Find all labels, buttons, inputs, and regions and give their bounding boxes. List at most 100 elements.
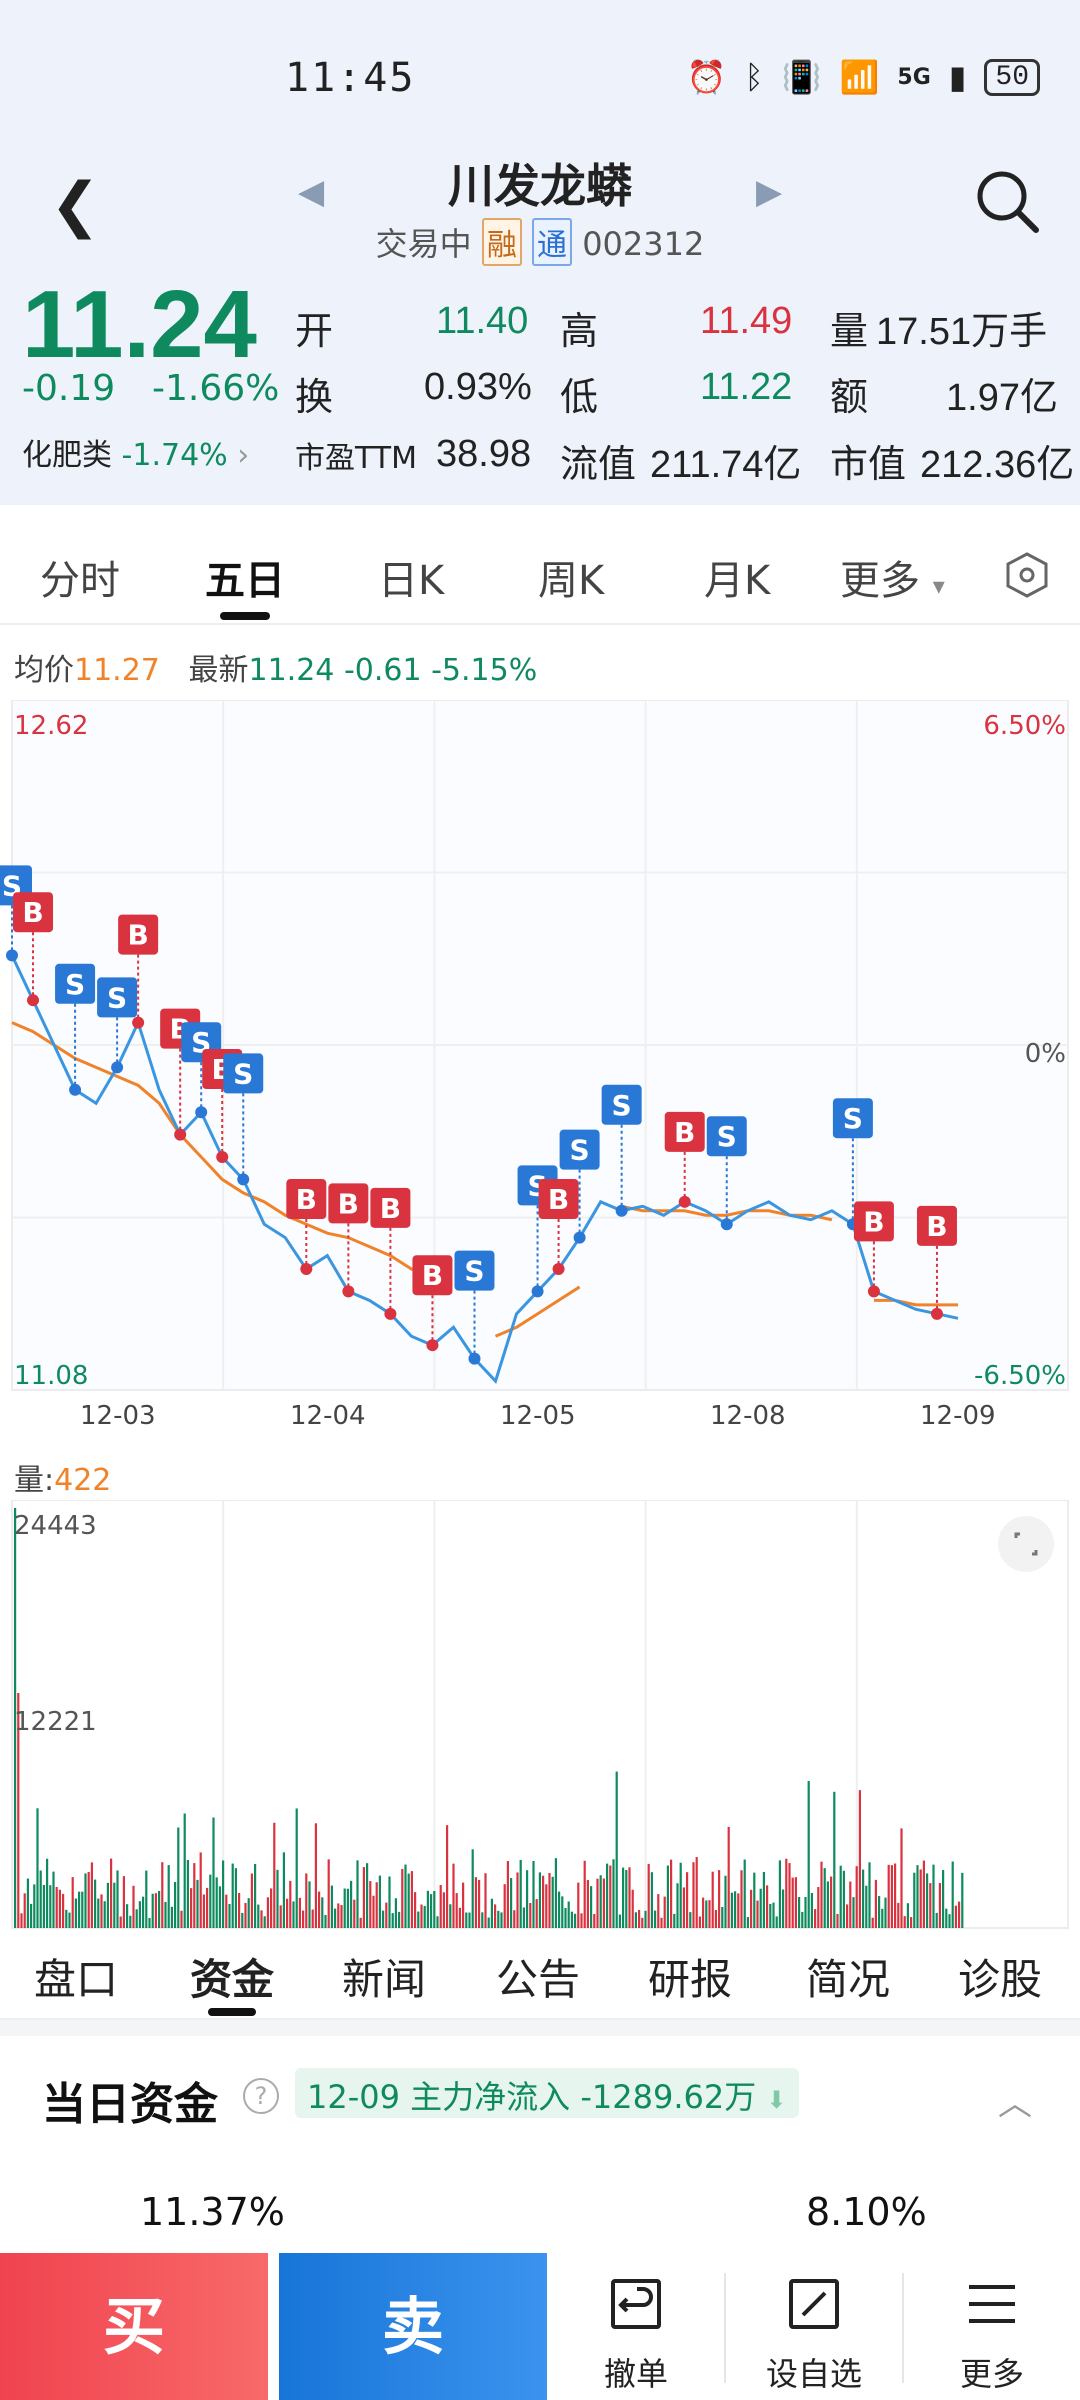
tab-announcements[interactable]: 公告 xyxy=(496,1955,581,2004)
volume-bar xyxy=(52,1871,55,1928)
volume-bar xyxy=(257,1904,260,1928)
volume-bar xyxy=(71,1877,74,1928)
sell-marker[interactable]: S xyxy=(559,1129,600,1244)
buy-marker[interactable]: B xyxy=(916,1205,957,1320)
volume-bar xyxy=(529,1903,532,1928)
volume-bar xyxy=(449,1904,452,1928)
marker-dot xyxy=(237,1173,250,1186)
volume-bar xyxy=(874,1879,877,1928)
volume-bar xyxy=(263,1916,266,1928)
chevron-down-icon: ▾ xyxy=(932,572,945,600)
volume-bar xyxy=(730,1892,733,1928)
marker-box xyxy=(853,1201,894,1242)
tab-more[interactable]: 更多 ▾ xyxy=(840,548,945,606)
low-value: 11.22 xyxy=(700,366,793,408)
more-button[interactable]: 更多 xyxy=(904,2253,1080,2400)
expand-icon[interactable] xyxy=(998,1516,1054,1572)
sell-marker[interactable]: S xyxy=(832,1098,873,1231)
volume-bar xyxy=(414,1892,417,1928)
cancel-order-button[interactable]: 撤单 xyxy=(548,2253,724,2400)
y-max-label: 12.62 xyxy=(14,711,88,741)
volume-bar xyxy=(900,1828,903,1928)
buy-marker[interactable]: B xyxy=(13,892,54,1007)
marker-label: B xyxy=(926,1210,947,1243)
help-icon[interactable]: ? xyxy=(243,2078,279,2114)
buy-marker[interactable]: B xyxy=(412,1255,453,1352)
buy-marker[interactable]: B xyxy=(118,914,159,1029)
volume-bar xyxy=(855,1866,858,1928)
sell-marker[interactable]: S xyxy=(97,977,138,1074)
volume-bar xyxy=(170,1906,173,1928)
tab-news[interactable]: 新闻 xyxy=(342,1955,427,2004)
sell-button[interactable]: 卖 xyxy=(279,2253,547,2400)
price-series xyxy=(10,954,959,1384)
more-label: 更多 xyxy=(959,2355,1024,2393)
tab-weekly-k[interactable]: 周K xyxy=(538,558,605,604)
volume-bar xyxy=(500,1912,503,1928)
volume-bar xyxy=(407,1873,410,1928)
buy-marker[interactable]: B xyxy=(286,1179,327,1276)
volume-bar xyxy=(890,1865,893,1928)
volume-bar xyxy=(510,1878,513,1928)
tab-research[interactable]: 研报 xyxy=(648,1955,733,2004)
next-stock-icon[interactable]: ▶ xyxy=(756,172,783,212)
turnover-label: 换 xyxy=(295,375,334,419)
tab-diagnosis[interactable]: 诊股 xyxy=(958,1955,1043,2004)
marker-dot xyxy=(6,949,18,962)
buy-marker[interactable]: B xyxy=(664,1111,705,1208)
volume-bar xyxy=(250,1873,253,1928)
search-icon[interactable] xyxy=(974,168,1040,234)
volume-chart[interactable]: 24443 12221 xyxy=(0,1500,1080,1930)
tab-order-book[interactable]: 盘口 xyxy=(34,1955,119,2004)
volume-bar xyxy=(455,1893,458,1928)
volume-bar xyxy=(487,1917,490,1928)
tab-profile[interactable]: 简况 xyxy=(806,1955,891,2004)
sector-link[interactable]: 化肥类 -1.74% › xyxy=(22,430,249,474)
sell-marker[interactable]: S xyxy=(706,1116,747,1231)
sell-marker[interactable]: S xyxy=(601,1084,642,1217)
buy-button[interactable]: 买 xyxy=(0,2253,268,2400)
tab-intraday[interactable]: 分时 xyxy=(40,558,120,604)
volume-bar xyxy=(772,1902,775,1928)
volume-bar xyxy=(231,1863,234,1928)
sell-marker[interactable]: S xyxy=(55,963,96,1096)
volume-bar xyxy=(746,1917,749,1928)
tab-more-label: 更多 xyxy=(840,558,920,604)
volume-bar xyxy=(782,1889,785,1928)
add-watchlist-button[interactable]: 设自选 xyxy=(726,2253,902,2400)
tab-five-day[interactable]: 五日 xyxy=(205,558,285,604)
add-watchlist-label: 设自选 xyxy=(765,2355,862,2393)
buy-marker[interactable]: B xyxy=(853,1201,894,1298)
prev-stock-icon[interactable]: ◀ xyxy=(298,172,325,212)
sell-marker[interactable]: S xyxy=(454,1250,495,1365)
tab-monthly-k[interactable]: 月K xyxy=(704,558,771,604)
sell-marker[interactable]: S xyxy=(223,1053,264,1186)
volume-bar xyxy=(330,1885,333,1928)
volume-bar xyxy=(494,1904,497,1928)
settings-hexagon-icon[interactable] xyxy=(1002,550,1052,600)
volume-bar xyxy=(567,1901,570,1928)
tab-funds[interactable]: 资金 xyxy=(190,1955,275,2004)
buy-marker[interactable]: B xyxy=(328,1183,369,1298)
volume-bar xyxy=(903,1916,906,1928)
volume-bar xyxy=(366,1863,369,1928)
volume-bar xyxy=(202,1894,205,1928)
main-net-inflow-pill[interactable]: 12-09 主力净流入 -1289.62万 ⬇ xyxy=(295,2068,799,2118)
volume-bar xyxy=(484,1873,487,1928)
tab-daily-k[interactable]: 日K xyxy=(378,558,445,604)
marker-dot xyxy=(531,1285,544,1298)
volume-bar xyxy=(798,1897,801,1928)
volume-bar xyxy=(628,1867,631,1928)
buy-marker[interactable]: B xyxy=(370,1187,411,1320)
open-label: 开 xyxy=(295,309,334,353)
volume-bar xyxy=(340,1905,343,1928)
volume-bar xyxy=(852,1897,855,1928)
volume-bar xyxy=(548,1872,551,1928)
stock-header: ❮ ◀ 川发龙蟒 ▶ 交易中 融 通 002312 xyxy=(0,150,1080,270)
buy-marker[interactable]: B xyxy=(538,1179,579,1276)
volume-bar xyxy=(151,1893,154,1928)
chevron-up-icon[interactable]: ︿ xyxy=(998,2084,1032,2124)
back-icon[interactable]: ❮ xyxy=(50,170,101,240)
volume-bar xyxy=(801,1911,804,1928)
